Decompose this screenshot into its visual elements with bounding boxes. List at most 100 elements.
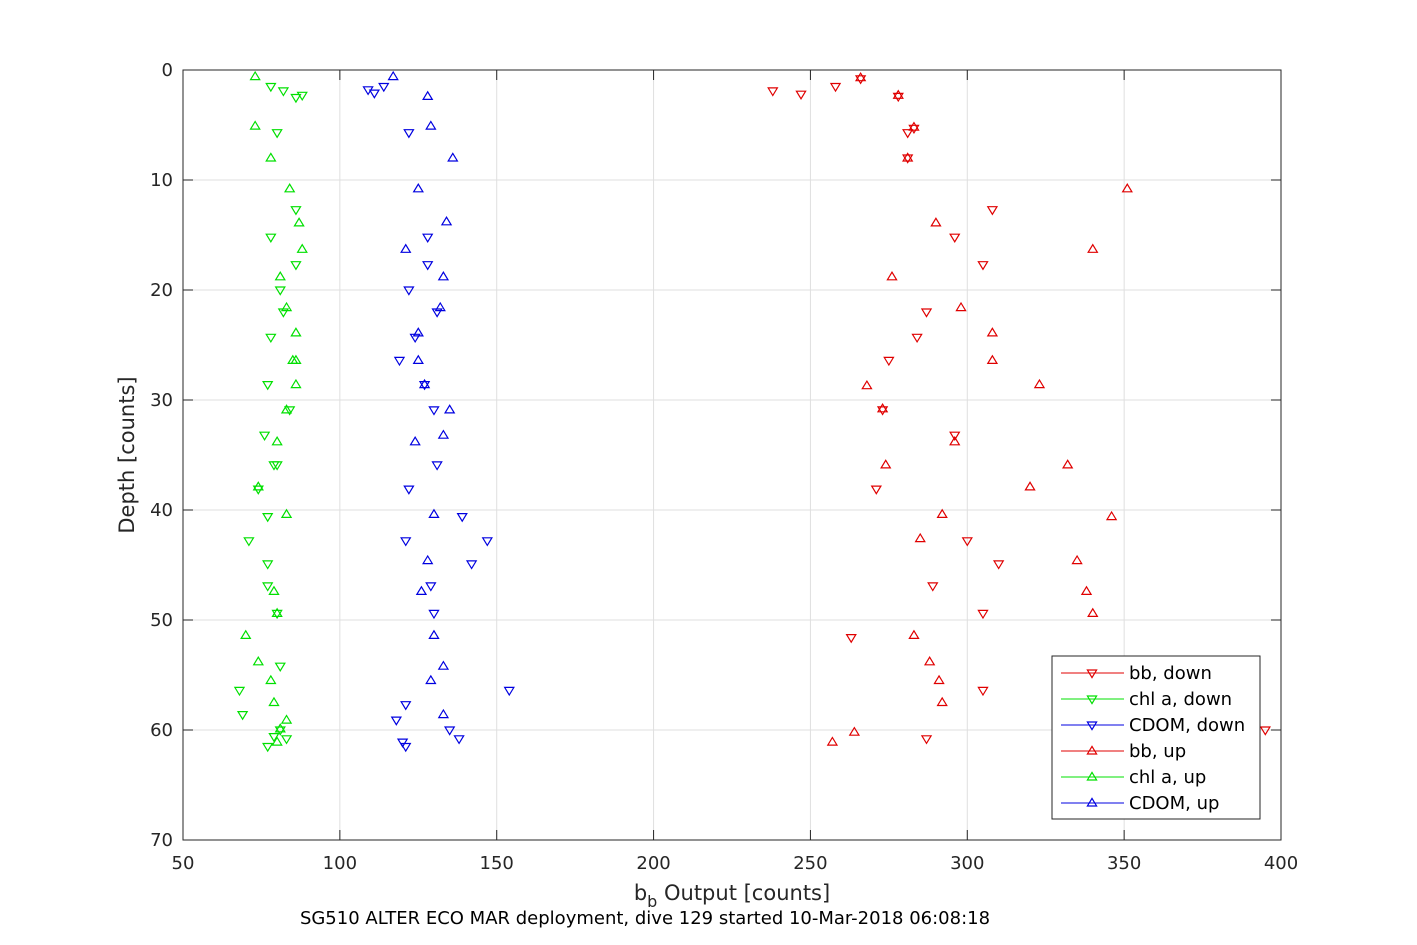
data-point — [927, 582, 939, 592]
plot-frame — [182, 69, 1282, 841]
legend-marker — [1086, 721, 1098, 731]
series-4 — [240, 70, 308, 746]
data-point — [886, 271, 898, 281]
data-point — [274, 726, 286, 736]
x-axis-label-subscript: b — [647, 892, 657, 911]
data-point — [268, 585, 280, 595]
data-point — [977, 686, 989, 697]
data-point — [265, 152, 277, 162]
data-point — [1087, 243, 1099, 253]
data-point — [268, 733, 280, 743]
data-point — [1071, 554, 1083, 565]
data-point — [955, 301, 967, 312]
data-point — [293, 217, 305, 227]
data-point — [876, 406, 889, 416]
data-point — [845, 634, 857, 644]
data-point — [425, 674, 437, 685]
series-3 — [826, 71, 1133, 746]
data-point — [923, 656, 936, 666]
x-axis-label: bb Output [counts] — [634, 881, 830, 911]
legend-marker — [1086, 695, 1098, 705]
data-point — [290, 206, 302, 216]
data-point — [767, 87, 779, 97]
y-axis-label: Depth [counts] — [115, 376, 139, 533]
data-point — [280, 714, 293, 724]
data-point — [243, 537, 255, 547]
y-tick-label: 60 — [150, 720, 173, 741]
data-point — [465, 560, 478, 570]
data-point — [283, 183, 296, 193]
data-point — [986, 327, 999, 337]
x-tick-label: 400 — [1264, 853, 1298, 874]
data-point — [826, 736, 839, 746]
data-point — [274, 723, 286, 733]
x-axis-label-rest: Output [counts] — [657, 881, 830, 905]
legend-marker — [1086, 797, 1098, 807]
data-point — [854, 71, 867, 82]
data-point — [908, 121, 920, 131]
data-point — [936, 696, 948, 707]
data-point — [290, 261, 302, 271]
legend-label: chl a, up — [1129, 767, 1206, 788]
data-point — [914, 532, 926, 543]
legend-marker — [1086, 771, 1098, 781]
data-point — [1024, 481, 1036, 491]
data-point — [290, 327, 302, 337]
data-point — [1121, 183, 1133, 193]
legend-marker — [1086, 669, 1098, 679]
data-point — [1087, 607, 1099, 617]
series-2 — [362, 82, 515, 753]
data-point — [387, 70, 399, 81]
x-tick-label: 200 — [636, 853, 670, 874]
legend: bb, down chl a, down CDOM, down bb, up chl a… — [1051, 655, 1261, 820]
y-tick-label: 0 — [162, 60, 173, 81]
data-point — [249, 70, 261, 81]
data-point — [271, 129, 283, 139]
data-point — [277, 87, 290, 97]
x-tick-label: 350 — [1107, 853, 1141, 874]
data-point — [268, 696, 280, 707]
y-tick-label: 70 — [150, 830, 173, 851]
data-point — [428, 629, 440, 639]
x-axis-label-main: b — [634, 881, 647, 905]
data-point — [403, 485, 415, 495]
data-point — [412, 327, 424, 337]
data-point — [949, 436, 961, 446]
data-point — [920, 735, 933, 745]
data-point — [795, 90, 807, 100]
data-point — [422, 233, 434, 243]
data-point — [252, 481, 264, 491]
series-0 — [767, 75, 1271, 745]
data-point — [283, 406, 296, 416]
data-point — [1105, 510, 1118, 521]
data-point — [1033, 378, 1046, 389]
x-tick-label: 100 — [323, 853, 357, 874]
data-point — [861, 379, 873, 390]
data-point — [400, 701, 412, 711]
data-point — [274, 271, 286, 281]
data-point — [908, 124, 920, 135]
data-point — [290, 93, 302, 104]
data-point — [848, 726, 861, 736]
data-point — [880, 459, 892, 469]
data-point — [390, 716, 402, 726]
x-tick-label: 300 — [950, 853, 984, 874]
data-point — [378, 82, 390, 93]
data-point — [409, 436, 421, 446]
y-tick-label: 50 — [150, 610, 173, 631]
data-point — [258, 431, 271, 441]
y-tick-label: 30 — [150, 390, 173, 411]
data-point — [992, 560, 1005, 570]
data-point — [271, 607, 283, 617]
legend-box — [1051, 655, 1261, 820]
data-point — [290, 354, 302, 364]
data-point — [249, 120, 261, 130]
data-point — [876, 403, 889, 413]
data-point — [412, 183, 424, 193]
data-point — [428, 609, 440, 620]
data-point — [418, 381, 431, 391]
data-point — [403, 286, 415, 296]
data-point — [437, 429, 450, 439]
data-point — [262, 513, 274, 523]
